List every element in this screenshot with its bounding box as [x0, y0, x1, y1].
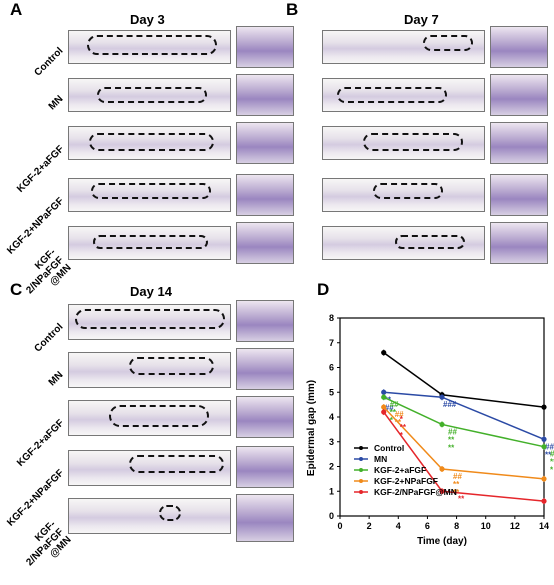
epidermal-gap-chart: Epidermal gap (mm) Time (day) 0123456780… [306, 313, 554, 547]
y-tick-label: 3 [329, 437, 334, 447]
row-label-a-control: Control [32, 45, 66, 79]
micrograph-c-control [68, 304, 231, 340]
significance-mark: * [390, 416, 394, 425]
significance-mark: ## [453, 472, 462, 481]
x-tick-label: 10 [481, 521, 491, 531]
row-label-a-mn: MN [47, 93, 66, 113]
micrograph-a-kgf-np-zoom [236, 174, 294, 216]
x-tick-label: 8 [454, 521, 459, 531]
significance-mark: ** [545, 450, 552, 459]
y-tick-label: 7 [329, 338, 334, 348]
micrograph-b-control [322, 30, 485, 64]
micrograph-c-kgf-np-mn-zoom [236, 494, 294, 542]
panel-c-title: Day 14 [130, 284, 172, 299]
y-tick-label: 8 [329, 313, 334, 323]
significance-mark: ## [385, 403, 394, 412]
micrograph-c-kgf-np [68, 450, 231, 486]
micrograph-c-mn [68, 352, 231, 388]
significance-mark: ## [395, 410, 404, 419]
legend-marker [359, 479, 363, 483]
legend-entry: Control [374, 443, 404, 453]
micrograph-a-kgf-afgf [68, 126, 231, 160]
micrograph-a-mn [68, 78, 231, 112]
significance-mark: ## [545, 442, 554, 451]
legend-marker [359, 457, 363, 461]
micrograph-b-kgf-afgf-zoom [490, 122, 548, 164]
panel-b-title: Day 7 [404, 12, 439, 27]
micrograph-b-kgf-np-mn-zoom [490, 222, 548, 264]
micrograph-b-kgf-np-mn [322, 226, 485, 260]
micrograph-a-kgf-np [68, 178, 231, 212]
legend-entry: MN [374, 454, 387, 464]
panel-letter-b: B [286, 0, 299, 19]
legend-marker [359, 446, 363, 450]
micrograph-c-kgf-afgf [68, 400, 231, 436]
micrograph-c-mn-zoom [236, 348, 294, 390]
significance-mark: ## [448, 427, 457, 436]
legend-entry: KGF-2/NPaFGF@MN [374, 487, 457, 497]
micrograph-c-control-zoom [236, 300, 294, 342]
micrograph-c-kgf-afgf-zoom [236, 396, 294, 438]
y-tick-label: 6 [329, 363, 334, 373]
micrograph-a-control-zoom [236, 26, 294, 68]
micrograph-b-kgf-np [322, 178, 485, 212]
x-tick-label: 14 [539, 521, 549, 531]
significance-mark: ** [390, 408, 397, 417]
significance-mark: ** [448, 443, 455, 452]
legend-entry: KGF-2+aFGF [374, 465, 426, 475]
y-tick-label: 2 [329, 462, 334, 472]
row-label-a-kgf-np: KGF-2+NPaFGF [4, 195, 66, 257]
micrograph-a-control [68, 30, 231, 64]
y-tick-label: 4 [329, 412, 334, 422]
micrograph-b-mn [322, 78, 485, 112]
significance-mark: ** [448, 435, 455, 444]
row-label-c-kgf-np-mn: KGF-2/NPaFGF @MN [24, 518, 74, 569]
significance-mark: ## [550, 450, 554, 459]
significance-mark: * [400, 415, 404, 424]
x-tick-label: 12 [510, 521, 520, 531]
micrograph-c-kgf-np-zoom [236, 446, 294, 488]
panel-letter-d: D [317, 280, 330, 299]
significance-mark: ** [458, 494, 465, 503]
y-tick-label: 5 [329, 387, 334, 397]
y-axis-label: Epidermal gap (mm) [306, 380, 317, 476]
x-tick-label: 4 [396, 521, 401, 531]
y-tick-label: 1 [329, 486, 334, 496]
series-line-0 [383, 352, 545, 408]
row-label-a-kgf-np-mn: KGF-2/NPaFGF @MN [24, 246, 74, 297]
micrograph-a-mn-zoom [236, 74, 294, 116]
row-label-c-control: Control [32, 321, 66, 355]
significance-mark: ** [400, 423, 407, 432]
significance-mark: ## [390, 400, 399, 409]
row-label-c-kgf-afgf: KGF-2+aFGF [14, 417, 66, 469]
micrograph-b-mn-zoom [490, 74, 548, 116]
row-label-c-mn: MN [47, 369, 66, 389]
significance-mark: * [550, 466, 554, 475]
significance-mark: ** [550, 458, 554, 467]
x-tick-label: 2 [367, 521, 372, 531]
legend-marker [359, 490, 363, 494]
micrograph-b-kgf-np-zoom [490, 174, 548, 216]
x-tick-label: 0 [337, 521, 342, 531]
panel-letter-c: C [10, 280, 23, 299]
x-axis-label: Time (day) [417, 536, 467, 547]
micrograph-a-kgf-np-mn-zoom [236, 222, 294, 264]
micrograph-a-kgf-afgf-zoom [236, 122, 294, 164]
x-tick-label: 6 [425, 521, 430, 531]
panel-letter-a: A [10, 0, 23, 19]
panel-a-title: Day 3 [130, 12, 165, 27]
significance-mark: * [400, 431, 404, 440]
significance-mark: ** [453, 480, 460, 489]
legend-marker [359, 468, 363, 472]
micrograph-a-kgf-np-mn [68, 226, 231, 260]
significance-mark: ### [443, 400, 457, 409]
significance-mark: ** [395, 418, 402, 427]
micrograph-b-kgf-afgf [322, 126, 485, 160]
row-label-c-kgf-np: KGF-2+NPaFGF [4, 467, 66, 529]
micrograph-c-kgf-np-mn [68, 498, 231, 534]
y-tick-label: 0 [329, 511, 334, 521]
row-label-a-kgf-afgf: KGF-2+aFGF [14, 143, 66, 195]
micrograph-b-control-zoom [490, 26, 548, 68]
legend-entry: KGF-2+NPaFGF [374, 476, 438, 486]
